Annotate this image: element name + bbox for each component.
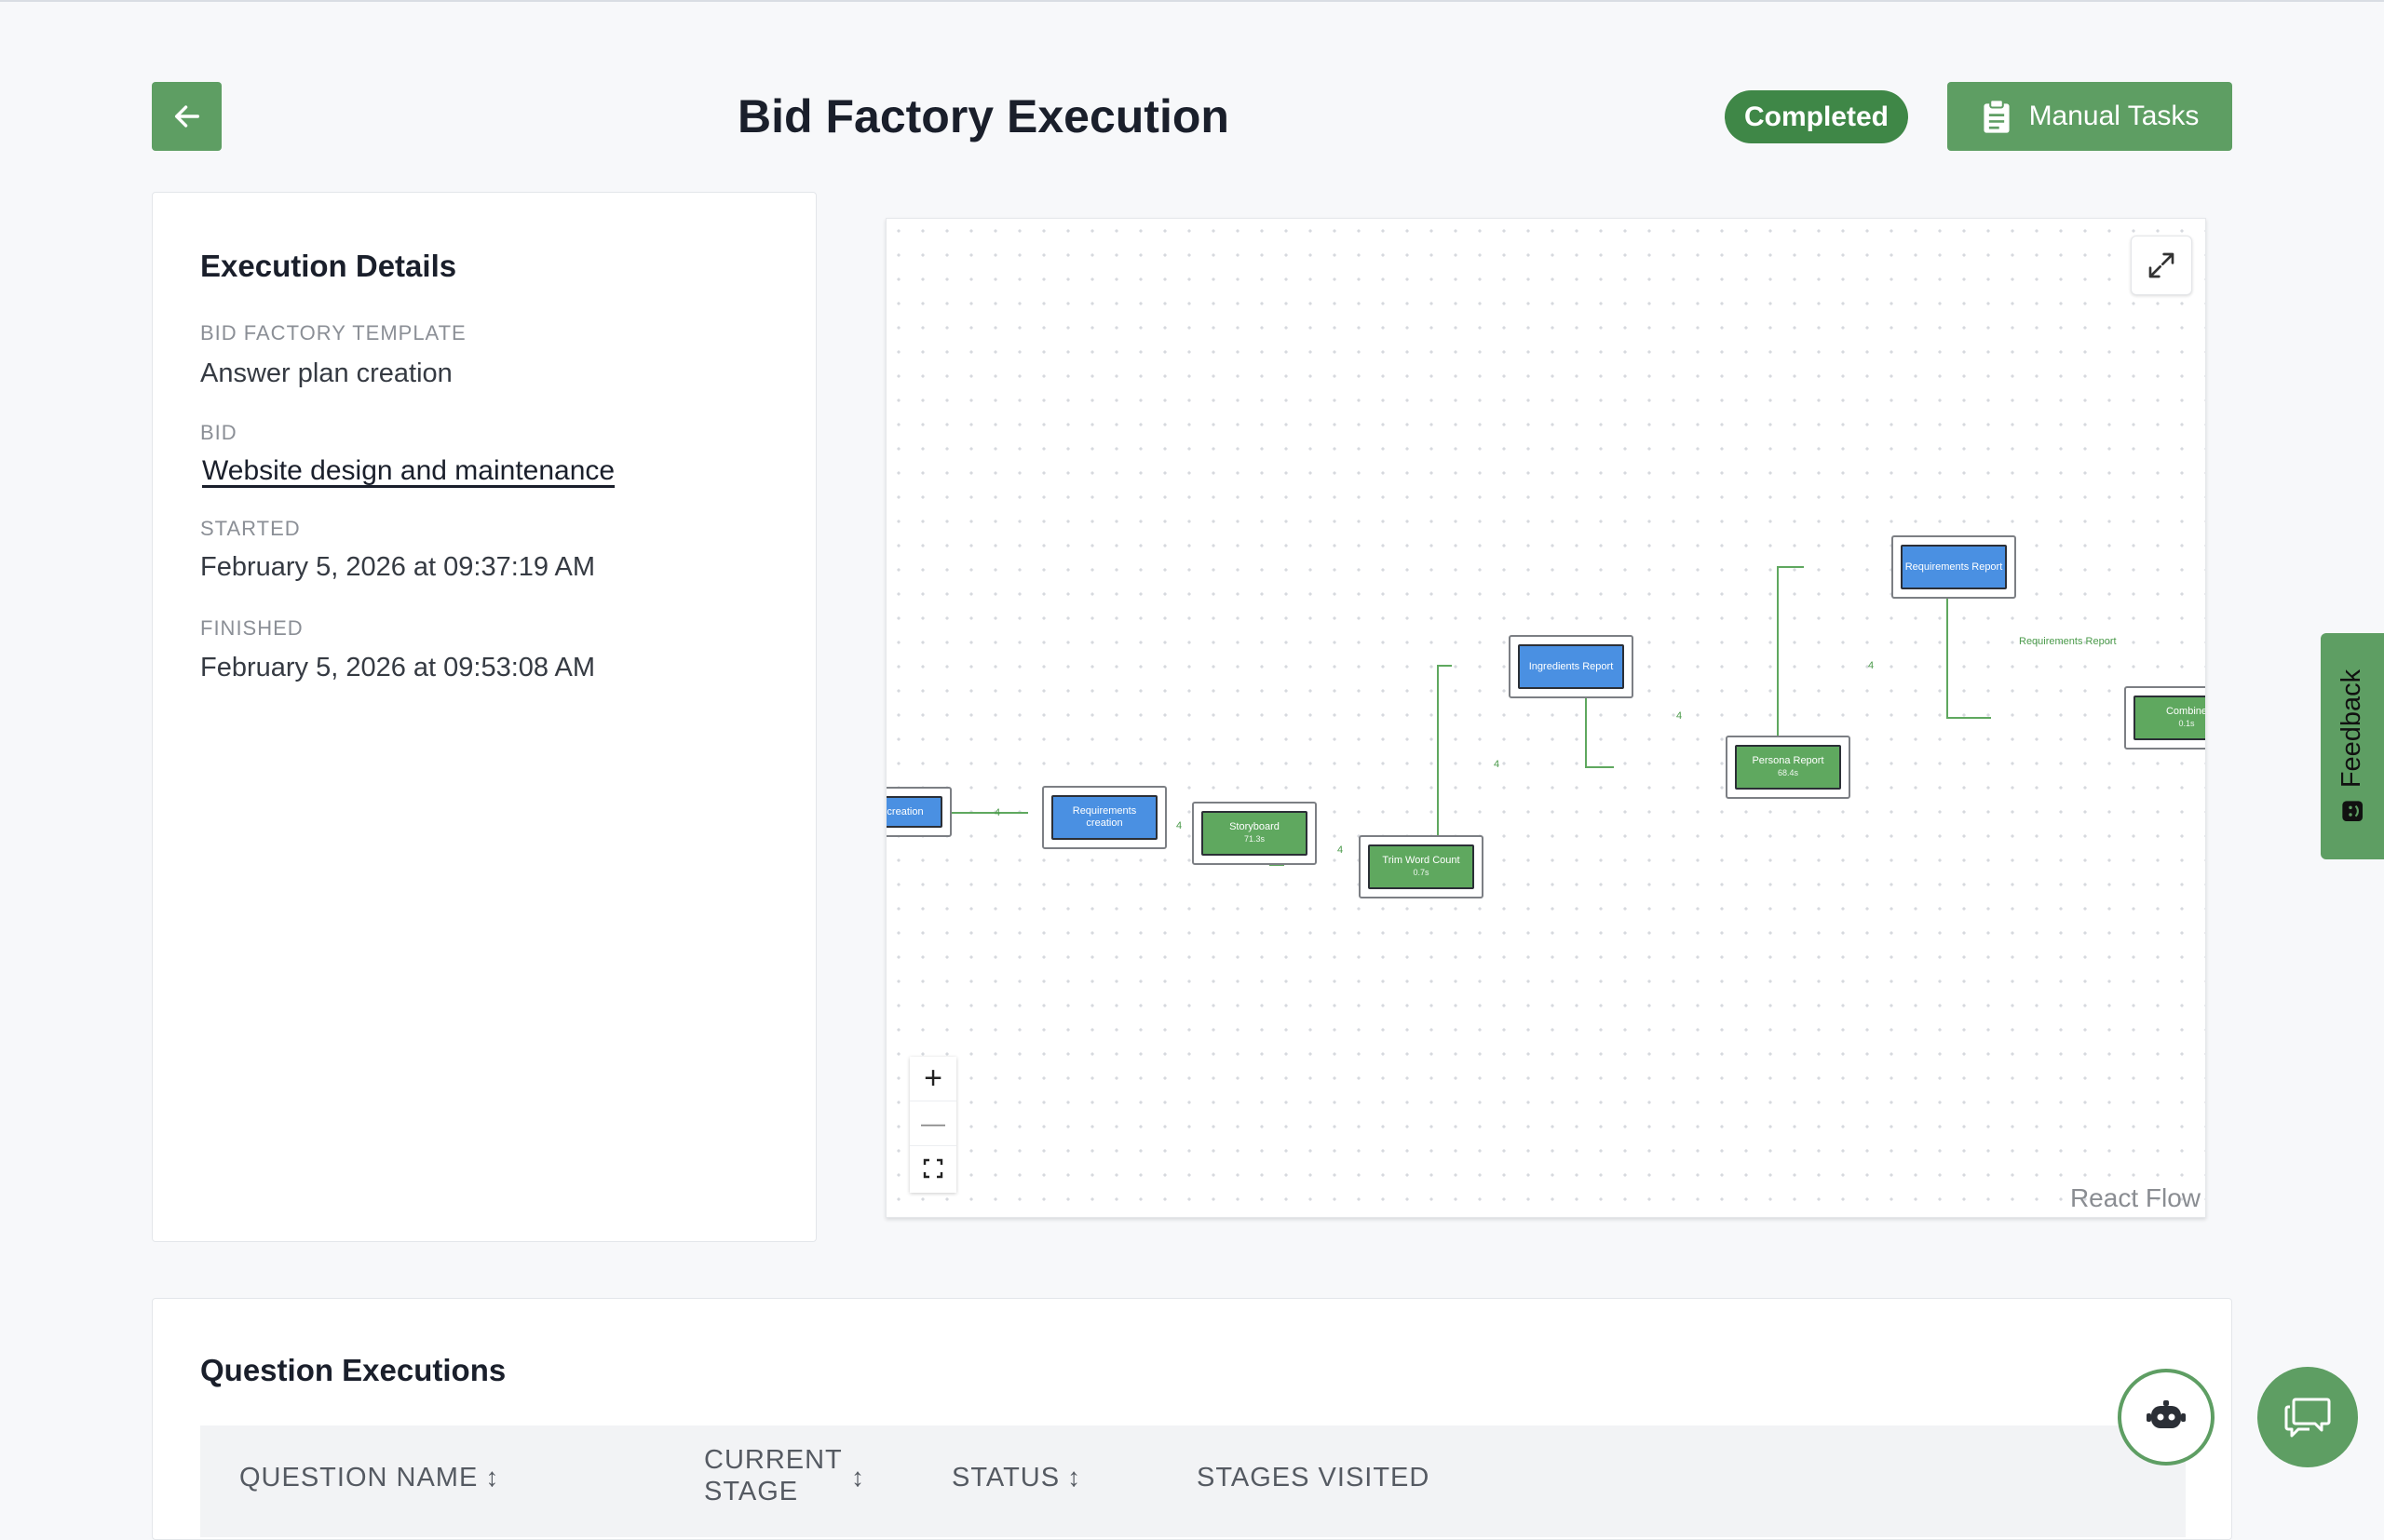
smile-icon xyxy=(2342,801,2363,822)
assistant-bot-button[interactable] xyxy=(2118,1369,2215,1466)
question-executions-card: Question Executions QUESTION NAME ↕ CURR… xyxy=(152,1298,2232,1540)
node-label: Requirements creation xyxy=(1072,805,1137,829)
flow-canvas[interactable]: 4 4 4 4 4 4 Requirements Report creation… xyxy=(886,218,2206,1218)
plus-icon: + xyxy=(924,1060,942,1096)
started-value: February 5, 2026 at 09:37:19 AM xyxy=(200,552,595,582)
template-label: BID FACTORY TEMPLATE xyxy=(200,321,467,344)
column-stages-visited: STAGES VISITED xyxy=(1197,1463,1429,1493)
feedback-label: Feedback xyxy=(2337,669,2367,789)
expand-icon xyxy=(2148,252,2174,278)
node-label: Storyboard xyxy=(1229,821,1280,832)
node-duration: 0.7s xyxy=(1413,868,1429,877)
manual-tasks-label: Manual Tasks xyxy=(2028,101,2200,131)
column-question-name[interactable]: QUESTION NAME ↕ xyxy=(239,1463,499,1493)
edge-label: 4 xyxy=(1494,759,1500,770)
flow-node-combine[interactable]: Combine 0.1s xyxy=(2124,686,2206,750)
sort-icon: ↕ xyxy=(1067,1463,1082,1492)
execution-details-title: Execution Details xyxy=(200,249,457,283)
column-label: STATUS xyxy=(952,1463,1061,1493)
node-duration: 0.1s xyxy=(2178,719,2195,728)
finished-label: FINISHED xyxy=(200,616,304,640)
top-divider xyxy=(0,0,2384,2)
node-label: Requirements Report xyxy=(1904,561,2003,573)
feedback-tab[interactable]: Feedback xyxy=(2321,633,2384,859)
template-value: Answer plan creation xyxy=(200,358,453,388)
node-label: Trim Word Count xyxy=(1382,855,1460,866)
started-label: STARTED xyxy=(200,517,301,540)
zoom-out-button[interactable]: — xyxy=(910,1101,956,1146)
chat-button[interactable] xyxy=(2257,1367,2358,1467)
flow-node-trim-word-count[interactable]: Trim Word Count 0.7s xyxy=(1359,835,1483,898)
question-executions-title: Question Executions xyxy=(200,1353,507,1387)
edge-label: 4 xyxy=(1868,660,1875,671)
finished-value: February 5, 2026 at 09:53:08 AM xyxy=(200,653,595,682)
zoom-in-button[interactable]: + xyxy=(910,1057,956,1101)
column-label: STAGES VISITED xyxy=(1197,1463,1430,1493)
bid-label: BID xyxy=(200,421,237,444)
column-label: QUESTION NAME xyxy=(239,1463,479,1493)
bid-link[interactable]: Website design and maintenance xyxy=(202,455,616,486)
node-label: creation xyxy=(887,805,924,817)
sort-icon: ↕ xyxy=(851,1463,865,1492)
sort-icon: ↕ xyxy=(485,1463,500,1492)
minus-icon: — xyxy=(921,1109,945,1137)
flow-node-requirements-creation[interactable]: Requirements creation xyxy=(1042,786,1167,849)
node-label: Persona Report xyxy=(1752,755,1824,766)
flow-node-creation[interactable]: creation xyxy=(887,787,952,837)
flow-controls: + — xyxy=(910,1057,956,1193)
node-label: Ingredients Report xyxy=(1528,660,1614,672)
page-title: Bid Factory Execution xyxy=(738,90,1229,142)
column-current-stage[interactable]: CURRENT STAGE ↕ xyxy=(704,1444,890,1507)
node-duration: 68.4s xyxy=(1777,768,1799,777)
node-label: Combine xyxy=(2165,706,2206,717)
edge-label: 4 xyxy=(1337,844,1344,856)
back-button[interactable] xyxy=(152,82,222,151)
execution-details-card: Execution Details BID FACTORY TEMPLATE A… xyxy=(152,192,817,1242)
flow-edges xyxy=(952,566,1991,866)
fit-view-button[interactable] xyxy=(910,1146,956,1191)
flow-node-persona-report[interactable]: Persona Report 68.4s xyxy=(1726,736,1850,799)
react-flow-attribution[interactable]: React Flow xyxy=(2069,1183,2201,1212)
flow-node-ingredients-report[interactable]: Ingredients Report xyxy=(1509,635,1633,698)
arrow-left-icon xyxy=(174,105,199,128)
robot-icon xyxy=(2147,1400,2186,1428)
fit-view-icon xyxy=(923,1158,943,1179)
column-status[interactable]: STATUS ↕ xyxy=(952,1463,1081,1493)
node-duration: 71.3s xyxy=(1243,834,1266,844)
clipboard-icon xyxy=(1983,99,2010,133)
expand-canvas-button[interactable] xyxy=(2131,236,2192,295)
manual-tasks-button[interactable]: Manual Tasks xyxy=(1947,82,2232,151)
column-label: CURRENT STAGE xyxy=(704,1445,843,1506)
edge-label: Requirements Report xyxy=(2019,636,2117,647)
chat-icon xyxy=(2284,1398,2331,1438)
table-header: QUESTION NAME ↕ CURRENT STAGE ↕ STATUS ↕… xyxy=(200,1425,2186,1537)
edge-label: 4 xyxy=(995,807,1001,818)
edge-label: 4 xyxy=(1176,820,1183,831)
flow-node-requirements-report[interactable]: Requirements Report xyxy=(1891,535,2016,599)
flow-node-storyboard[interactable]: Storyboard 71.3s xyxy=(1192,802,1317,865)
edge-label: 4 xyxy=(1676,710,1683,722)
status-badge: Completed xyxy=(1725,90,1908,143)
